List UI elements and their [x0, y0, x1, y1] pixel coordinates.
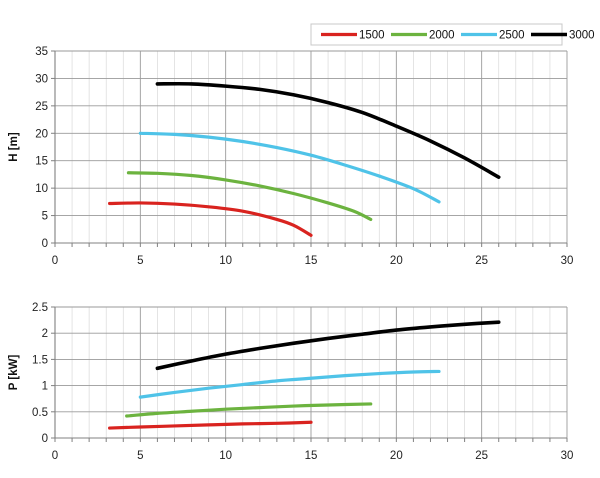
y-axis-title: H [m]: [8, 132, 20, 162]
power-chart: 0 0.5 1 1.5 2 2.5 0 5 10 15 20 25 30 P [kW]: [8, 302, 573, 462]
x-tick-label: 25: [475, 450, 488, 462]
legend-label-2500: 2500: [499, 30, 525, 42]
y-tick-label: 0: [42, 238, 48, 250]
y-tick-label: 0: [42, 433, 48, 445]
x-tick-label: 20: [390, 450, 403, 462]
x-tick-label: 20: [390, 255, 403, 267]
series-line-2500: [138, 131, 441, 204]
y-tick-label: 1: [42, 381, 48, 393]
x-tick-label: 30: [561, 255, 574, 267]
x-tick-label: 10: [219, 255, 232, 267]
series-line-1500: [108, 420, 313, 430]
y-tick-label: 15: [35, 156, 48, 168]
series-line-2500: [138, 369, 441, 399]
x-tick-label: 5: [137, 450, 143, 462]
y-tick-label: 1.5: [32, 354, 48, 366]
head-chart: 0 5 10 15 20 25 30 35 0 5 10 15 20 25 30 H [m]: [8, 46, 573, 267]
x-tick-label: 5: [137, 255, 143, 267]
x-tick-label: 30: [561, 450, 574, 462]
y-tick-label: 10: [35, 183, 48, 195]
x-tick-label: 15: [305, 450, 318, 462]
series-line-2000: [125, 402, 373, 418]
y-tick-label: 35: [35, 46, 48, 58]
legend-label-3000: 3000: [569, 30, 595, 42]
legend-label-1500: 1500: [359, 30, 385, 42]
legend-label-2000: 2000: [429, 30, 455, 42]
y-tick-label: 0.5: [32, 407, 48, 419]
y-tick-label: 25: [35, 101, 48, 113]
x-tick-label: 15: [305, 255, 318, 267]
y-tick-label: 30: [35, 73, 48, 85]
chart-legend: 1500 2000 2500 3000: [310, 23, 595, 46]
y-tick-label: 2.5: [32, 302, 48, 314]
y-axis-title: P [kW]: [8, 355, 20, 391]
series-line-3000: [155, 81, 501, 179]
x-tick-label: 0: [52, 255, 58, 267]
series-line-3000: [155, 320, 501, 371]
y-tick-label: 2: [42, 328, 48, 340]
series-line-1500: [108, 201, 313, 237]
series-line-2000: [126, 171, 373, 222]
x-tick-label: 0: [52, 450, 58, 462]
y-tick-label: 5: [42, 211, 48, 223]
x-tick-label: 25: [475, 255, 488, 267]
y-tick-label: 20: [35, 128, 48, 140]
x-tick-label: 10: [219, 450, 232, 462]
